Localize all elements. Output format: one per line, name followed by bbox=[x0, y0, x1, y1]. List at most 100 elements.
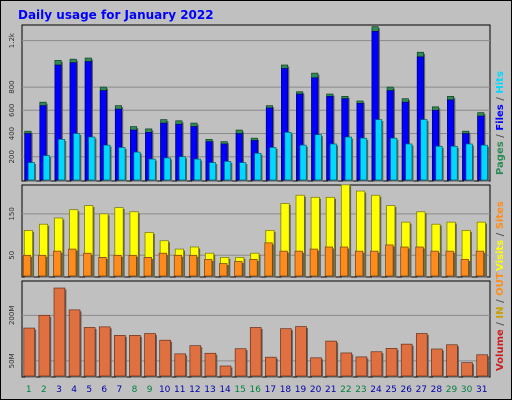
legend-visits-sites: Visits / Sites bbox=[495, 201, 506, 271]
bar-volume-16 bbox=[249, 327, 262, 377]
bar-hits-6 bbox=[103, 144, 111, 181]
legend-entry-sites: Sites bbox=[495, 201, 506, 229]
x-tick-label-16: 16 bbox=[250, 385, 262, 395]
bar-volume-19 bbox=[295, 326, 307, 377]
x-tick-label-14: 14 bbox=[219, 385, 231, 395]
bar-sites-1 bbox=[22, 254, 32, 277]
y-tick-label: 150 bbox=[8, 207, 16, 220]
bar-hits-18 bbox=[284, 132, 292, 181]
bar-volume-15 bbox=[234, 348, 247, 377]
bar-hits-23 bbox=[359, 137, 368, 181]
bar-sites-14 bbox=[219, 263, 228, 277]
bar-volume-30 bbox=[461, 362, 473, 377]
bar-hits-1 bbox=[27, 162, 35, 181]
y-tick-label: 200M bbox=[8, 306, 16, 325]
bar-hits-9 bbox=[148, 158, 156, 181]
legend-entry-files: Files bbox=[495, 104, 506, 130]
bar-volume-29 bbox=[446, 344, 458, 377]
bar-sites-21 bbox=[324, 246, 334, 277]
legend-entry-sep: / bbox=[495, 94, 506, 105]
legend-entry-volume: Volume bbox=[495, 329, 506, 371]
x-tick-label-17: 17 bbox=[265, 385, 276, 395]
bar-sites-2 bbox=[38, 254, 47, 277]
bar-sites-5 bbox=[83, 252, 92, 277]
bar-hits-21 bbox=[329, 143, 337, 181]
bar-volume-18 bbox=[280, 328, 292, 377]
bar-volume-2 bbox=[38, 314, 51, 377]
chart-title: Daily usage for January 2022 bbox=[18, 8, 214, 22]
x-tick-label-6: 6 bbox=[101, 385, 107, 395]
bar-hits-16 bbox=[254, 152, 262, 181]
bar-sites-12 bbox=[188, 254, 198, 277]
x-tick-label-28: 28 bbox=[431, 385, 443, 395]
bar-sites-22 bbox=[339, 246, 349, 277]
bar-volume-25 bbox=[385, 348, 398, 377]
bar-hits-12 bbox=[193, 158, 201, 181]
legend-entry-in: IN bbox=[495, 306, 506, 318]
bar-hits-22 bbox=[344, 136, 352, 181]
bar-sites-19 bbox=[294, 250, 303, 277]
bar-volume-3 bbox=[53, 287, 66, 377]
bar-volume-6 bbox=[98, 326, 111, 377]
x-tick-label-2: 2 bbox=[41, 385, 47, 395]
bar-sites-26 bbox=[400, 246, 409, 277]
bar-sites-11 bbox=[173, 254, 183, 277]
bar-hits-27 bbox=[420, 119, 428, 181]
bar-sites-10 bbox=[158, 252, 167, 277]
y-tick-label: 400 bbox=[8, 127, 16, 140]
x-tick-label-25: 25 bbox=[385, 385, 396, 395]
bar-hits-20 bbox=[314, 134, 322, 181]
bar-hits-30 bbox=[465, 143, 473, 181]
x-tick-label-21: 21 bbox=[325, 385, 336, 395]
legend-entry-pages: Pages bbox=[495, 141, 506, 175]
bar-sites-4 bbox=[68, 248, 77, 277]
bar-hits-13 bbox=[209, 162, 217, 181]
bar-sites-27 bbox=[415, 246, 424, 277]
bar-hits-4 bbox=[73, 133, 81, 181]
bar-sites-24 bbox=[370, 250, 379, 277]
bar-hits-3 bbox=[58, 138, 66, 181]
bar-volume-4 bbox=[68, 309, 81, 377]
bar-volume-22 bbox=[340, 352, 353, 377]
bar-volume-12 bbox=[189, 345, 202, 377]
bar-volume-28 bbox=[431, 348, 443, 377]
bar-volume-21 bbox=[325, 340, 337, 377]
bar-hits-17 bbox=[269, 147, 277, 181]
x-tick-label-5: 5 bbox=[86, 385, 92, 395]
bar-sites-13 bbox=[204, 259, 213, 277]
bar-volume-31 bbox=[476, 354, 488, 377]
bar-hits-14 bbox=[224, 161, 232, 181]
bar-sites-9 bbox=[143, 257, 152, 277]
bar-sites-23 bbox=[355, 250, 364, 277]
bar-hits-31 bbox=[480, 144, 488, 181]
y-tick-label: 50 bbox=[8, 251, 16, 260]
bar-volume-1 bbox=[23, 327, 36, 377]
x-tick-label-31: 31 bbox=[476, 385, 487, 395]
x-tick-label-22: 22 bbox=[340, 385, 351, 395]
bar-sites-31 bbox=[475, 250, 484, 277]
x-tick-label-12: 12 bbox=[189, 385, 200, 395]
bar-volume-17 bbox=[265, 356, 277, 377]
bar-hits-19 bbox=[299, 144, 307, 181]
bar-hits-2 bbox=[42, 155, 50, 181]
bar-hits-25 bbox=[390, 137, 398, 181]
bar-volume-11 bbox=[174, 353, 186, 377]
legend-entry-sep: / bbox=[495, 131, 506, 142]
y-tick-label: 200 bbox=[8, 150, 16, 163]
bar-hits-10 bbox=[163, 157, 171, 181]
bar-sites-7 bbox=[113, 254, 122, 277]
x-tick-label-11: 11 bbox=[174, 385, 185, 395]
x-tick-label-9: 9 bbox=[147, 385, 153, 395]
x-tick-label-30: 30 bbox=[461, 385, 473, 395]
bar-hits-29 bbox=[450, 145, 458, 181]
bar-volume-23 bbox=[355, 356, 368, 377]
bar-sites-28 bbox=[430, 250, 439, 277]
x-tick-label-3: 3 bbox=[56, 385, 62, 395]
legend-pages-files-hits: Pages / Files / Hits bbox=[495, 71, 506, 175]
legend-entry-visits: Visits bbox=[495, 240, 506, 271]
bar-hits-8 bbox=[133, 151, 141, 181]
x-tick-label-15: 15 bbox=[234, 385, 245, 395]
x-tick-label-1: 1 bbox=[26, 385, 32, 395]
x-tick-label-24: 24 bbox=[370, 385, 382, 395]
